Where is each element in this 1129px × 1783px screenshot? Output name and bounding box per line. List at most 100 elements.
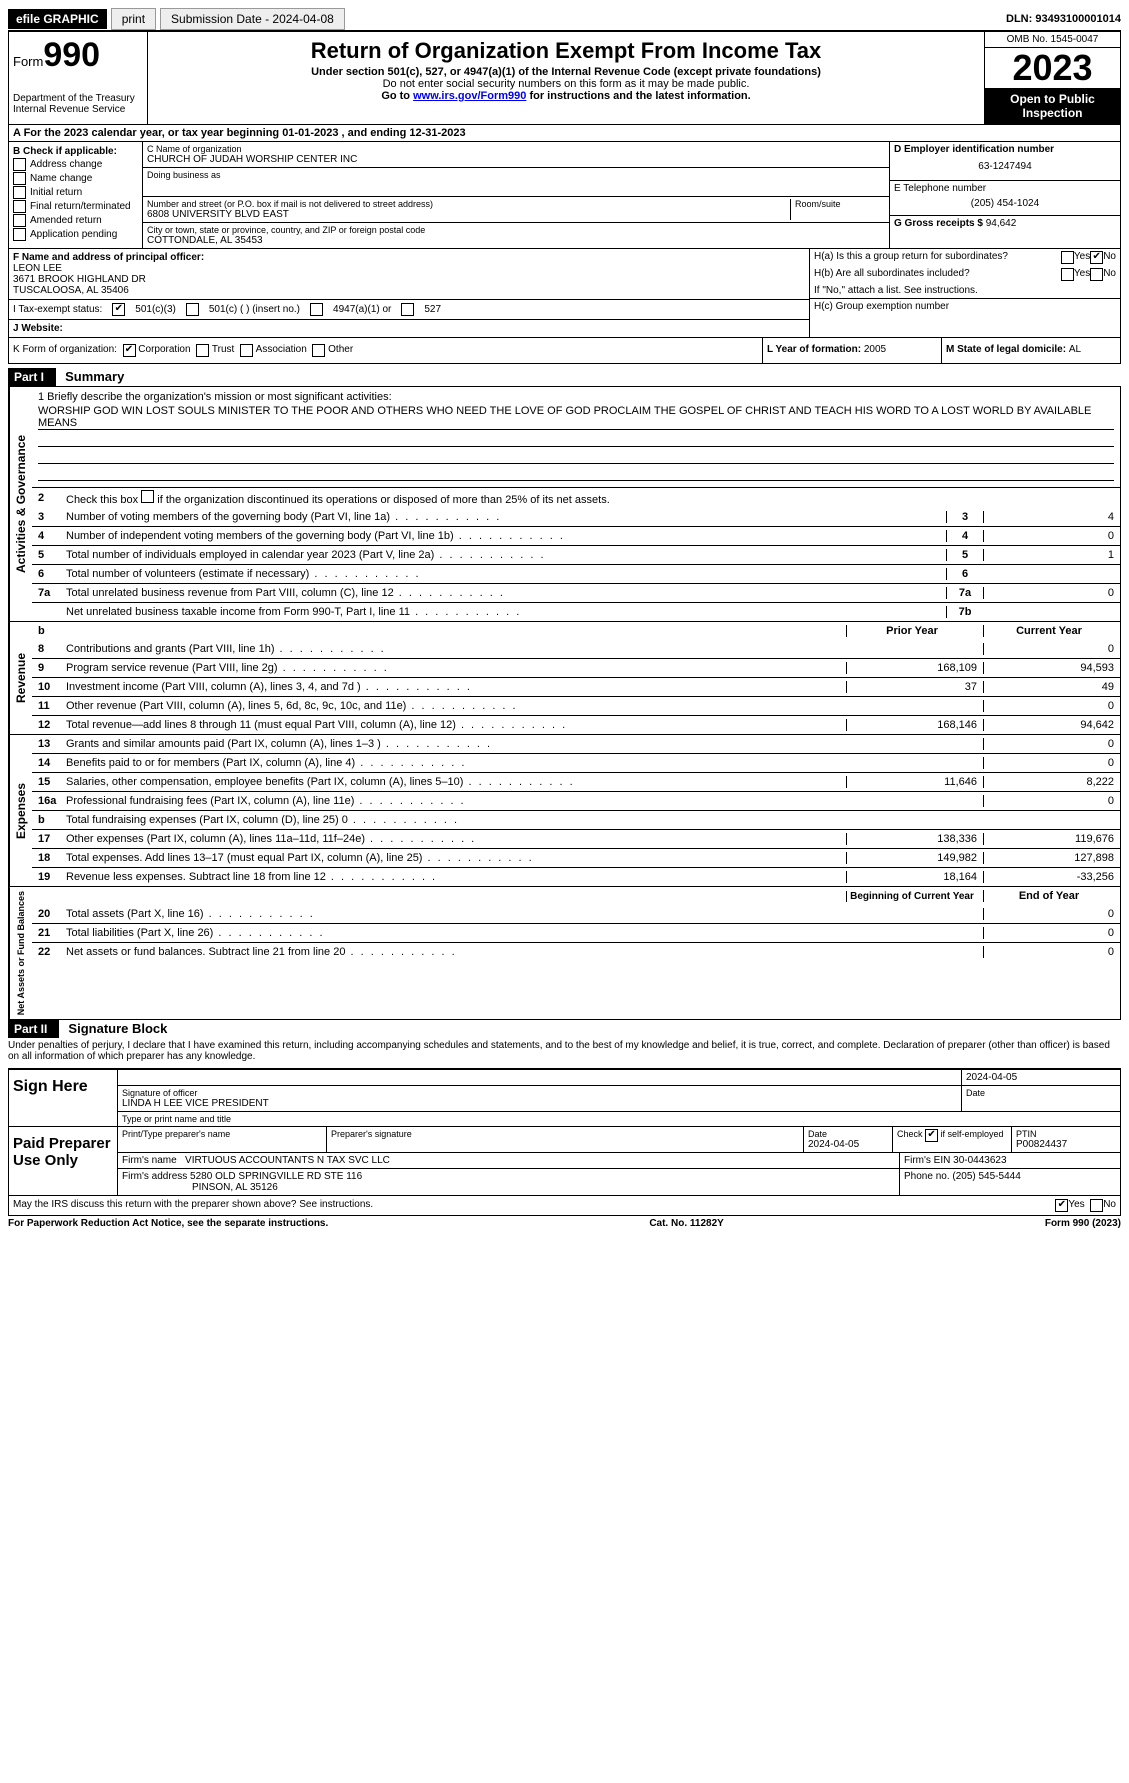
part1-badge: Part I bbox=[8, 368, 56, 386]
prior-year-header: Prior Year bbox=[846, 625, 983, 637]
line2-check[interactable] bbox=[141, 490, 154, 503]
hb-note: If "No," attach a list. See instructions… bbox=[810, 283, 1120, 298]
dba-label: Doing business as bbox=[147, 170, 885, 180]
section-b-label: B Check if applicable: bbox=[13, 146, 138, 157]
summary-expenses: Expenses 13Grants and similar amounts pa… bbox=[8, 735, 1121, 887]
self-emp-check[interactable]: ✔ bbox=[925, 1129, 938, 1142]
goto-line: Go to www.irs.gov/Form990 for instructio… bbox=[152, 90, 980, 102]
section-d: D Employer identification number 63-1247… bbox=[890, 142, 1120, 248]
tax-status-label: I Tax-exempt status: bbox=[13, 304, 102, 315]
city: COTTONDALE, AL 35453 bbox=[147, 235, 885, 246]
current-year-header: Current Year bbox=[983, 625, 1120, 637]
ha-label: H(a) Is this a group return for subordin… bbox=[814, 251, 1061, 264]
form-number: Form990 bbox=[13, 36, 143, 75]
check-amended-return[interactable] bbox=[13, 214, 26, 227]
tax-year: 2023 bbox=[985, 48, 1120, 88]
part1-title: Summary bbox=[59, 369, 124, 384]
part2-title: Signature Block bbox=[62, 1021, 167, 1036]
part2-badge: Part II bbox=[8, 1020, 59, 1038]
begin-year-header: Beginning of Current Year bbox=[846, 891, 983, 902]
discuss-yes[interactable]: ✔ bbox=[1055, 1199, 1068, 1212]
hb-yes[interactable] bbox=[1061, 268, 1074, 281]
check-assoc[interactable] bbox=[240, 344, 253, 357]
check-corp[interactable]: ✔ bbox=[123, 344, 136, 357]
summary-revenue: Revenue b Prior Year Current Year 8Contr… bbox=[8, 622, 1121, 735]
omb-number: OMB No. 1545-0047 bbox=[985, 32, 1120, 48]
mission-text: WORSHIP GOD WIN LOST SOULS MINISTER TO T… bbox=[38, 405, 1114, 430]
sig-officer-label: Signature of officer bbox=[122, 1088, 957, 1098]
vtab-expenses: Expenses bbox=[9, 735, 32, 886]
check-name-change[interactable] bbox=[13, 172, 26, 185]
page-footer: For Paperwork Reduction Act Notice, see … bbox=[8, 1216, 1121, 1229]
submission-date: Submission Date - 2024-04-08 bbox=[160, 8, 345, 30]
irs-link[interactable]: www.irs.gov/Form990 bbox=[413, 90, 526, 102]
section-l: L Year of formation: 2005 bbox=[762, 338, 941, 363]
efile-badge: efile GRAPHIC bbox=[8, 9, 107, 29]
room-label: Room/suite bbox=[795, 199, 885, 209]
check-527[interactable] bbox=[401, 303, 414, 316]
paid-preparer-label: Paid Preparer Use Only bbox=[9, 1127, 117, 1195]
ein-label: D Employer identification number bbox=[894, 144, 1116, 155]
line2: Check this box if the organization disco… bbox=[66, 488, 1120, 508]
discuss-row: May the IRS discuss this return with the… bbox=[8, 1196, 1121, 1216]
officer-addr2: TUSCALOOSA, AL 35406 bbox=[13, 285, 805, 296]
check-501c[interactable] bbox=[186, 303, 199, 316]
form-title: Return of Organization Exempt From Incom… bbox=[152, 38, 980, 64]
end-year-header: End of Year bbox=[983, 890, 1120, 902]
hb-no[interactable] bbox=[1090, 268, 1103, 281]
row-klm: K Form of organization: ✔ Corporation Tr… bbox=[8, 338, 1121, 364]
check-final-return-terminated[interactable] bbox=[13, 200, 26, 213]
sign-here-label: Sign Here bbox=[9, 1070, 117, 1126]
footer-right: Form 990 (2023) bbox=[1045, 1218, 1121, 1229]
dept-treasury: Department of the Treasury bbox=[13, 93, 143, 104]
footer-left: For Paperwork Reduction Act Notice, see … bbox=[8, 1218, 328, 1229]
dln: DLN: 93493100001014 bbox=[1006, 13, 1121, 25]
officer-addr1: 3671 BROOK HIGHLAND DR bbox=[13, 274, 805, 285]
prep-date: 2024-04-05 bbox=[808, 1139, 888, 1150]
org-name-label: C Name of organization bbox=[147, 144, 885, 154]
print-button[interactable]: print bbox=[111, 8, 156, 30]
vtab-net: Net Assets or Fund Balances bbox=[9, 887, 32, 1019]
discuss-no[interactable] bbox=[1090, 1199, 1103, 1212]
officer-sig-name: LINDA H LEE VICE PRESIDENT bbox=[122, 1098, 957, 1109]
form-header: Form990 Department of the Treasury Inter… bbox=[8, 31, 1121, 125]
check-other[interactable] bbox=[312, 344, 325, 357]
city-label: City or town, state or province, country… bbox=[147, 225, 885, 235]
check-address-change[interactable] bbox=[13, 158, 26, 171]
firm-addr: 5280 OLD SPRINGVILLE RD STE 116 bbox=[190, 1171, 362, 1182]
check-501c3[interactable]: ✔ bbox=[112, 303, 125, 316]
date-label: Date bbox=[961, 1086, 1120, 1111]
gross-receipts: 94,642 bbox=[986, 218, 1017, 229]
website-label: J Website: bbox=[13, 323, 63, 334]
phone-label: E Telephone number bbox=[894, 183, 1116, 194]
check-initial-return[interactable] bbox=[13, 186, 26, 199]
vtab-revenue: Revenue bbox=[9, 622, 32, 734]
summary-netassets: Net Assets or Fund Balances Beginning of… bbox=[8, 887, 1121, 1020]
ein: 63-1247494 bbox=[894, 155, 1116, 178]
public-inspection: Open to Public Inspection bbox=[985, 88, 1120, 124]
top-bar: efile GRAPHIC print Submission Date - 20… bbox=[8, 8, 1121, 31]
ha-yes[interactable] bbox=[1061, 251, 1074, 264]
section-m: M State of legal domicile: AL bbox=[941, 338, 1120, 363]
check-application-pending[interactable] bbox=[13, 228, 26, 241]
firm-addr2: PINSON, AL 35126 bbox=[122, 1182, 895, 1193]
prep-sig-h: Preparer's signature bbox=[326, 1127, 803, 1152]
ptin: P00824437 bbox=[1016, 1139, 1116, 1150]
check-trust[interactable] bbox=[196, 344, 209, 357]
prep-name-h: Print/Type preparer's name bbox=[117, 1127, 326, 1152]
section-k: K Form of organization: ✔ Corporation Tr… bbox=[9, 338, 762, 363]
firm-ein: 30-0443623 bbox=[953, 1155, 1006, 1166]
form-subtitle: Under section 501(c), 527, or 4947(a)(1)… bbox=[152, 66, 980, 78]
firm-name: VIRTUOUS ACCOUNTANTS N TAX SVC LLC bbox=[185, 1155, 390, 1166]
ha-no[interactable]: ✔ bbox=[1090, 251, 1103, 264]
type-name-label: Type or print name and title bbox=[117, 1112, 1120, 1126]
row-a-tax-year: A For the 2023 calendar year, or tax yea… bbox=[8, 125, 1121, 142]
hb-label: H(b) Are all subordinates included? bbox=[814, 268, 1061, 281]
check-4947[interactable] bbox=[310, 303, 323, 316]
firm-phone: (205) 545-5444 bbox=[952, 1171, 1020, 1182]
org-name: CHURCH OF JUDAH WORSHIP CENTER INC bbox=[147, 154, 885, 165]
part2-header-row: Part II Signature Block bbox=[8, 1020, 1121, 1038]
section-bcd: B Check if applicable: Address changeNam… bbox=[8, 142, 1121, 249]
footer-mid: Cat. No. 11282Y bbox=[649, 1218, 723, 1229]
part1-header-row: Part I Summary bbox=[8, 368, 1121, 386]
